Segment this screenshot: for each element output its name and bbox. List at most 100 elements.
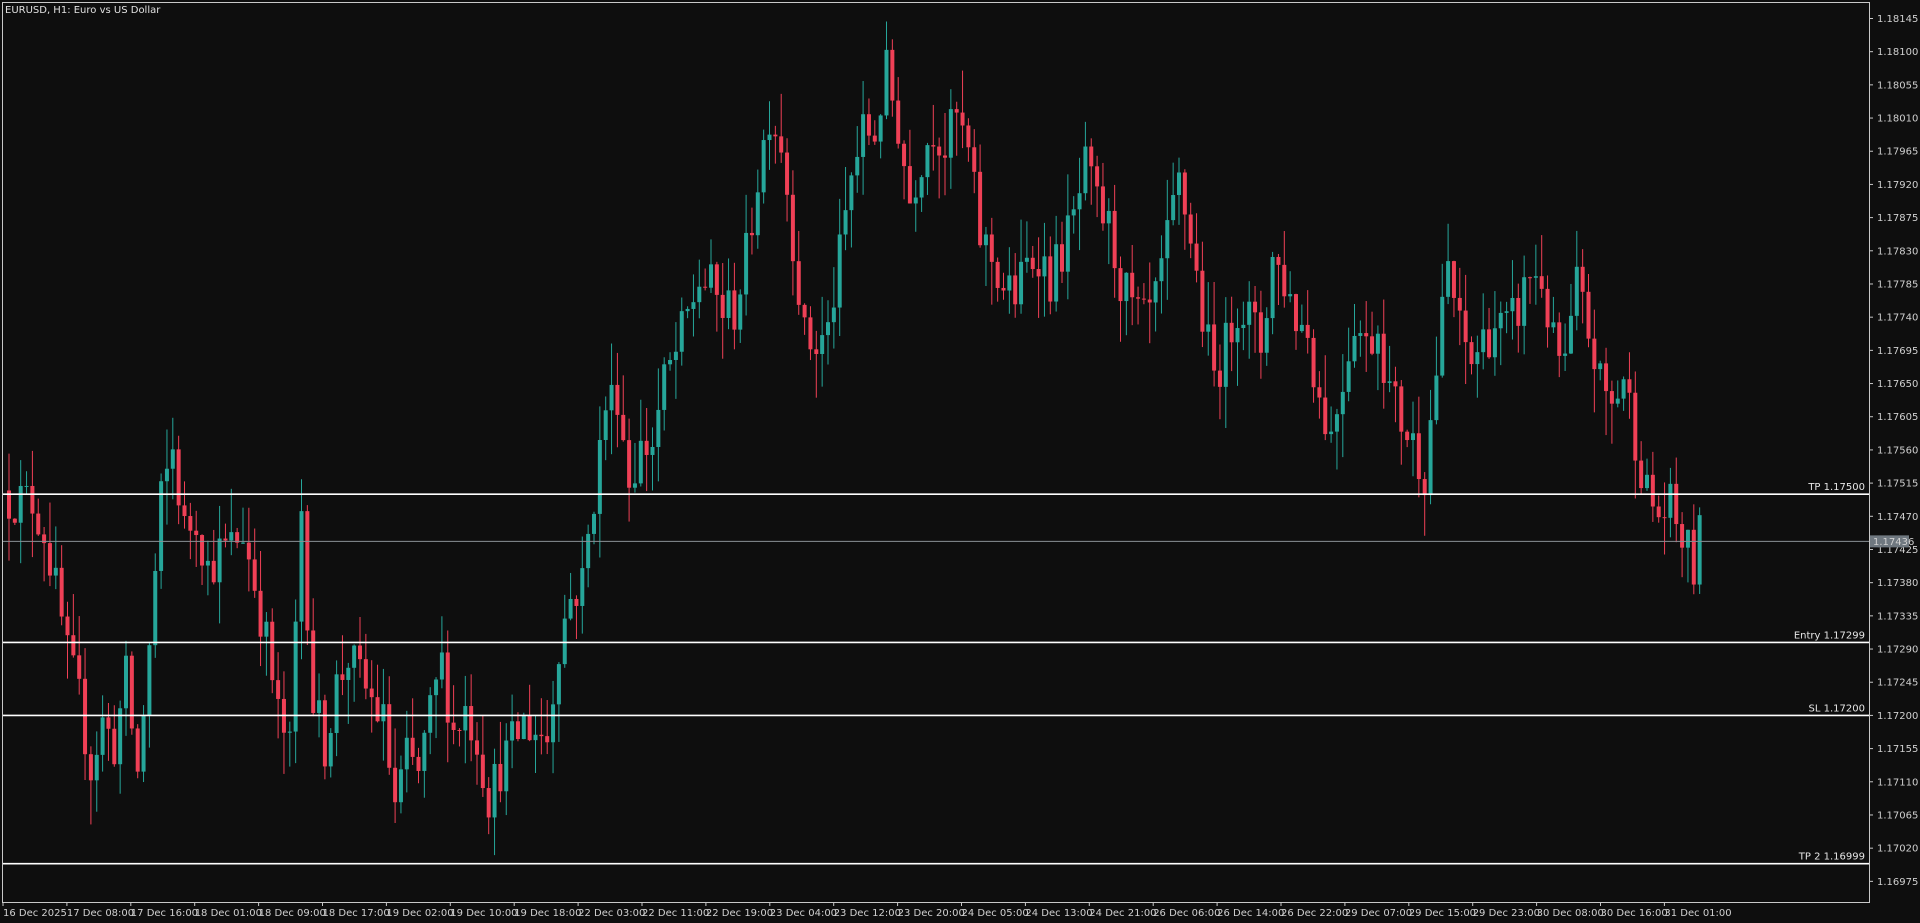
candle-body — [732, 290, 737, 330]
candle — [147, 641, 152, 748]
candle-body — [1434, 375, 1439, 421]
candle — [937, 137, 942, 199]
candle — [1294, 293, 1298, 350]
candle-body — [861, 114, 866, 157]
candle — [94, 731, 99, 812]
candle-body — [1463, 310, 1468, 343]
candle — [1171, 162, 1176, 226]
x-tick-label: 19 Dec 18:00 — [514, 908, 581, 919]
candle — [1071, 196, 1076, 234]
y-tick-label: 1.17425 — [1877, 545, 1918, 556]
y-tick-label: 1.17515 — [1877, 479, 1918, 490]
candle-body — [1071, 209, 1076, 216]
y-tick-label: 1.17155 — [1877, 744, 1918, 755]
current-price-layer: 1.17436 — [3, 535, 1914, 548]
candle — [621, 375, 626, 442]
candle-body — [720, 294, 725, 318]
candle-body — [1258, 312, 1263, 353]
candle-body — [668, 359, 673, 365]
candle-body — [691, 302, 696, 309]
candle — [1130, 244, 1135, 326]
x-tick-label: 19 Dec 10:00 — [450, 908, 517, 919]
candle — [188, 502, 193, 560]
candle — [814, 330, 819, 398]
candle — [1487, 307, 1492, 359]
candle — [650, 427, 655, 491]
candle — [352, 644, 357, 702]
candle — [978, 144, 983, 248]
candle — [1358, 320, 1363, 357]
candle — [434, 677, 439, 739]
candle-body — [1340, 391, 1345, 415]
candle — [673, 322, 678, 399]
candle — [235, 527, 240, 549]
candle — [1352, 303, 1357, 368]
candle — [1533, 244, 1538, 305]
candle-body — [1206, 324, 1211, 332]
candle — [732, 262, 737, 350]
candle-body — [621, 414, 626, 441]
candle-body — [948, 109, 953, 158]
candle — [428, 687, 433, 755]
candle-body — [200, 535, 205, 566]
candle-body — [1165, 220, 1170, 259]
candle — [1685, 529, 1690, 583]
candle-body — [30, 485, 35, 514]
candle-body — [1024, 257, 1029, 262]
candle-body — [714, 264, 719, 295]
candle-body — [334, 674, 339, 734]
candle — [1253, 285, 1258, 353]
candle — [457, 728, 462, 747]
y-tick-label: 1.17335 — [1877, 611, 1918, 622]
candle-body — [147, 645, 152, 716]
candle-body — [779, 136, 784, 153]
candle — [510, 694, 515, 769]
candle-body — [1621, 379, 1626, 399]
x-tick-label: 17 Dec 08:00 — [67, 908, 134, 919]
candle-body — [1469, 342, 1474, 365]
candle — [1481, 293, 1486, 370]
candle-body — [1528, 277, 1532, 279]
candle-body — [352, 645, 357, 668]
candle-body — [293, 621, 298, 732]
candle-body — [1685, 529, 1690, 548]
candle-body — [597, 439, 602, 514]
candle-body — [112, 728, 117, 765]
candle — [1276, 253, 1281, 306]
candle-body — [1013, 275, 1018, 305]
y-tick-label: 1.16975 — [1877, 877, 1918, 888]
candle-body — [1650, 474, 1655, 507]
candle — [270, 608, 275, 694]
candle-body — [925, 145, 930, 178]
candle — [1019, 219, 1024, 314]
candle — [720, 263, 725, 359]
y-tick-label: 1.17020 — [1877, 844, 1918, 855]
candle — [293, 599, 298, 764]
candle — [1106, 198, 1111, 265]
candle — [1375, 325, 1380, 391]
candle — [322, 694, 327, 780]
candle-body — [995, 261, 1000, 288]
candle-body — [1451, 261, 1456, 298]
candle-body — [931, 145, 936, 147]
candle — [264, 612, 269, 676]
candle-body — [767, 134, 772, 141]
candle — [592, 511, 596, 545]
candle — [1399, 380, 1404, 465]
candle — [668, 352, 673, 371]
candle-body — [24, 485, 29, 487]
candle — [896, 77, 901, 149]
candle-body — [375, 697, 380, 722]
candle — [1112, 184, 1117, 298]
candle — [153, 553, 158, 658]
candle — [1498, 301, 1503, 366]
candle-body — [1124, 272, 1129, 302]
candle — [211, 529, 216, 585]
candle — [837, 198, 842, 337]
candle-body — [1177, 172, 1181, 196]
candle-body — [36, 513, 41, 535]
candle-body — [410, 737, 415, 757]
candle — [358, 616, 362, 678]
candle-body — [1159, 258, 1164, 282]
